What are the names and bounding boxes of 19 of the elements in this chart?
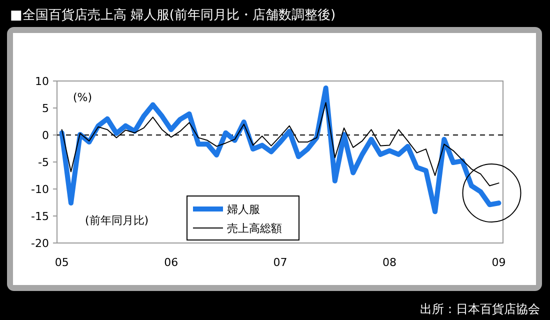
annotation: (前年同月比) <box>85 214 149 227</box>
x-tick-label: 07 <box>273 256 288 269</box>
y-tick-label: 5 <box>42 102 49 115</box>
legend-label: 婦人服 <box>227 203 260 216</box>
y-axis-title: (%) <box>73 91 92 104</box>
y-tick-label: 0 <box>42 129 49 142</box>
y-tick-label: -10 <box>31 183 49 196</box>
y-tick-label: -5 <box>38 156 49 169</box>
x-tick-label: 08 <box>382 256 397 269</box>
x-tick-label: 05 <box>54 256 69 269</box>
legend-label: 売上高総額 <box>227 222 282 235</box>
text: 出所：日本百貨店協会 <box>420 302 540 316</box>
y-tick-label: -15 <box>31 210 49 223</box>
y-tick-label: 10 <box>35 75 49 88</box>
x-tick-label: 06 <box>164 256 178 269</box>
y-tick-label: -20 <box>31 237 49 250</box>
line-series <box>61 102 500 186</box>
chart-title: ■全国百貨店売上高 婦人服(前年同月比・店舗数調整後) <box>10 7 336 23</box>
x-tick-label: 09 <box>492 256 506 269</box>
